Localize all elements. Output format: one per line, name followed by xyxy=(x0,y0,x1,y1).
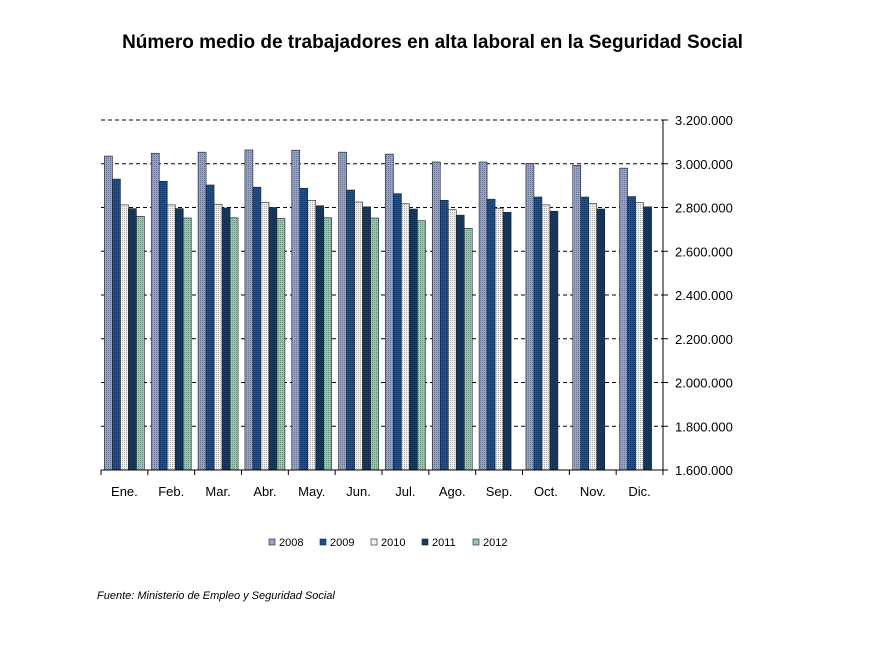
bar-texture xyxy=(338,152,347,470)
y-tick-label: 2.800.000 xyxy=(675,201,733,216)
bar-texture xyxy=(276,218,285,470)
bar-texture xyxy=(206,184,215,470)
x-tick-label: Oct. xyxy=(534,484,558,499)
bar-texture xyxy=(619,168,628,470)
x-tick-label: Sep. xyxy=(486,484,513,499)
bar-texture xyxy=(417,220,426,470)
bar-texture xyxy=(440,200,449,470)
bar-texture xyxy=(464,228,473,470)
legend-swatch xyxy=(370,538,378,546)
x-tick-label: Abr. xyxy=(253,484,276,499)
x-tick-label: Jul. xyxy=(395,484,415,499)
bar-texture xyxy=(354,202,363,470)
bar-texture xyxy=(230,217,239,470)
x-tick-label: Nov. xyxy=(580,484,606,499)
bar-texture xyxy=(120,204,129,470)
legend-label: 2008 xyxy=(279,537,303,549)
gridlines xyxy=(101,119,663,427)
x-tick-label: Mar. xyxy=(205,484,230,499)
bars xyxy=(104,149,652,471)
bar-texture xyxy=(128,208,137,470)
bar-texture xyxy=(456,215,465,470)
bar-texture xyxy=(214,204,223,470)
bar-texture xyxy=(252,187,261,470)
legend: 2008 2009 2010 2011 2012 xyxy=(268,537,507,549)
y-tick-label: 1.600.000 xyxy=(675,463,733,478)
x-tick-label: Ene. xyxy=(111,484,138,499)
y-tick-label: 2.400.000 xyxy=(675,288,733,303)
legend-swatch xyxy=(319,538,327,546)
bar-texture xyxy=(370,218,379,470)
bar-texture xyxy=(409,209,418,470)
chart-title: Número medio de trabajadores en alta lab… xyxy=(122,32,743,53)
x-tick-label: Ago. xyxy=(439,484,466,499)
y-tick-label: 2.000.000 xyxy=(675,376,733,391)
bar-texture xyxy=(401,203,410,470)
bar-texture xyxy=(244,149,253,470)
bar-texture xyxy=(268,207,277,470)
bar-texture xyxy=(588,203,597,470)
bar-texture xyxy=(307,200,316,470)
bar-texture xyxy=(448,209,457,470)
y-tick-label: 1.800.000 xyxy=(675,419,733,434)
axes: 1.600.000 1.800.000 2.000.000 2.200.000 2.40… xyxy=(100,113,733,499)
legend-label: 2012 xyxy=(483,537,507,549)
legend-label: 2011 xyxy=(432,537,456,549)
x-tick-label: Dic. xyxy=(628,484,650,499)
bar-texture xyxy=(596,209,605,470)
y-tick-label: 2.600.000 xyxy=(675,244,733,259)
bar-texture xyxy=(393,193,402,470)
bar-texture xyxy=(346,190,355,470)
bar-texture xyxy=(541,204,550,470)
bar-texture xyxy=(222,207,231,470)
bar-texture xyxy=(151,153,160,470)
bar-texture xyxy=(175,208,184,470)
bar-texture xyxy=(362,206,371,470)
bar-texture xyxy=(627,196,636,470)
source-note: Fuente: Ministerio de Empleo y Seguridad… xyxy=(97,590,335,602)
bar-texture xyxy=(495,208,504,470)
bar-texture xyxy=(580,197,589,470)
legend-label: 2010 xyxy=(381,537,405,549)
bar-texture xyxy=(198,152,207,470)
legend-swatch xyxy=(268,538,276,546)
legend-label: 2009 xyxy=(330,537,354,549)
bar-texture xyxy=(503,212,512,470)
bar-texture xyxy=(525,163,534,470)
x-tick-label: Jun. xyxy=(346,484,371,499)
bar-texture xyxy=(112,179,121,470)
bar-texture xyxy=(643,206,652,470)
bar-texture xyxy=(136,216,145,470)
bar-texture xyxy=(549,211,558,470)
bar-texture xyxy=(533,197,542,470)
bar-texture xyxy=(635,202,644,470)
y-tick-label: 3.000.000 xyxy=(675,157,733,172)
y-tick-label: 3.200.000 xyxy=(675,113,733,128)
bar-texture xyxy=(432,162,441,470)
bar-texture xyxy=(315,205,324,470)
bar-texture xyxy=(183,218,192,470)
bar-texture xyxy=(479,162,488,470)
bar-texture xyxy=(385,154,394,470)
legend-swatch xyxy=(472,538,480,546)
x-tick-label: Feb. xyxy=(158,484,184,499)
bar-texture xyxy=(572,165,581,470)
bar-texture xyxy=(323,217,332,470)
bar-texture xyxy=(487,199,496,470)
legend-swatch xyxy=(421,538,429,546)
bar-texture xyxy=(299,188,308,470)
x-tick-label: May. xyxy=(298,484,325,499)
bar-texture xyxy=(159,181,168,470)
y-tick-label: 2.200.000 xyxy=(675,332,733,347)
bar-texture xyxy=(291,150,300,470)
bar-texture xyxy=(104,156,113,470)
bar-texture xyxy=(260,202,269,470)
bar-texture xyxy=(167,204,176,470)
